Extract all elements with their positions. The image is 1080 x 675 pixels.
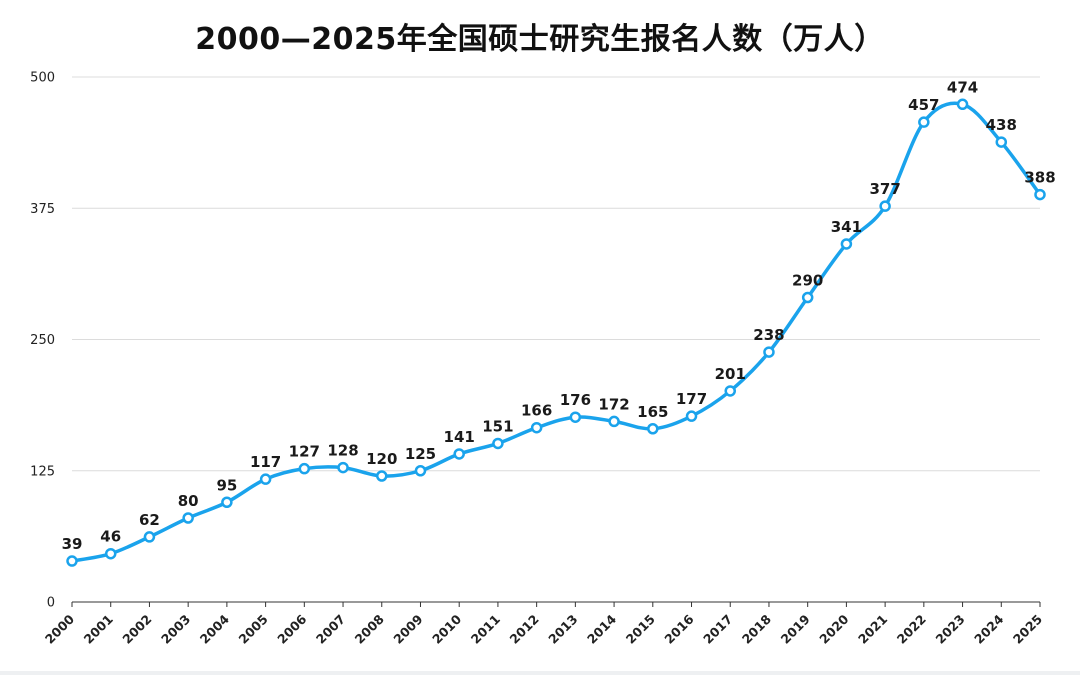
data-label-2011: 151 — [482, 417, 513, 435]
data-point-2018 — [763, 346, 775, 358]
data-label-2024: 438 — [986, 116, 1017, 134]
data-label-2007: 128 — [327, 442, 358, 460]
data-point-2003 — [182, 512, 194, 524]
data-label-2017: 201 — [715, 365, 746, 383]
data-point-2016 — [685, 410, 698, 422]
x-tick-label-2008: 2008 — [352, 612, 387, 647]
x-tick-label-2023: 2023 — [932, 612, 967, 647]
x-tick-label-2007: 2007 — [313, 612, 348, 647]
data-point-2025 — [1034, 188, 1046, 201]
x-tick-label-2022: 2022 — [894, 612, 929, 647]
x-tick-label-2016: 2016 — [661, 611, 696, 646]
y-tick-label-0: 0 — [47, 596, 55, 611]
data-label-2005: 117 — [250, 453, 281, 471]
data-label-2009: 125 — [405, 445, 436, 463]
x-tick-label-2010: 2010 — [429, 611, 464, 646]
x-tick-label-2005: 2005 — [236, 612, 271, 647]
data-point-2000 — [66, 555, 78, 567]
x-tick-label-2009: 2009 — [390, 612, 425, 647]
x-tick-label-2018: 2018 — [739, 612, 774, 647]
x-tick-label-2021: 2021 — [855, 612, 890, 647]
data-point-2019 — [801, 291, 814, 304]
data-point-2020 — [840, 238, 853, 250]
data-point-2012 — [530, 421, 543, 434]
data-point-2001 — [104, 547, 117, 560]
data-label-2012: 166 — [521, 402, 552, 420]
x-tick-label-2004: 2004 — [197, 611, 232, 646]
data-label-2025: 388 — [1024, 169, 1055, 187]
data-point-2005 — [259, 473, 272, 485]
x-tick-label-2002: 2002 — [119, 612, 154, 647]
footer-strip — [0, 671, 1080, 675]
x-tick-label-2001: 2001 — [81, 612, 116, 647]
data-point-2006 — [298, 462, 311, 475]
data-label-2019: 290 — [792, 272, 823, 290]
y-tick-label-500: 500 — [30, 71, 55, 86]
data-labels: 39 46 62 80 95 117 127 128 120 125 141 151 166 176 172… — [62, 78, 1056, 553]
data-label-2022: 457 — [908, 96, 939, 114]
x-tick-label-2003: 2003 — [158, 612, 193, 647]
series-points — [66, 98, 1046, 567]
data-point-2002 — [143, 531, 156, 543]
data-point-2011 — [492, 437, 504, 450]
x-tick-label-2014: 2014 — [584, 611, 619, 646]
data-point-2008 — [376, 470, 388, 482]
data-point-2023 — [956, 98, 969, 111]
data-point-2007 — [337, 461, 349, 474]
data-point-2004 — [221, 496, 233, 508]
x-tick-label-2012: 2012 — [507, 612, 542, 647]
data-point-2022 — [918, 116, 930, 128]
chart-title: 2000—2025年全国硕士研究生报名人数（万人） — [195, 22, 885, 57]
data-label-2013: 176 — [560, 391, 591, 409]
data-label-2004: 95 — [216, 476, 237, 494]
data-label-2023: 474 — [947, 78, 978, 96]
data-label-2016: 177 — [676, 390, 707, 408]
x-tick-label-2015: 2015 — [623, 612, 658, 647]
data-point-2009 — [414, 465, 427, 477]
data-point-2024 — [995, 136, 1008, 148]
data-label-2015: 165 — [637, 403, 668, 421]
x-tick-label-2019: 2019 — [778, 612, 813, 647]
data-label-2008: 120 — [366, 450, 397, 468]
y-tick-label-125: 125 — [30, 464, 55, 479]
data-label-2001: 46 — [100, 528, 121, 546]
data-point-2013 — [569, 411, 582, 423]
data-label-2020: 341 — [831, 218, 862, 236]
y-tick-label-375: 375 — [30, 202, 55, 217]
x-tick-label-2013: 2013 — [545, 612, 580, 647]
data-label-2010: 141 — [444, 428, 475, 446]
axes — [71, 601, 1041, 607]
data-label-2002: 62 — [139, 511, 160, 529]
y-tick-labels: 0 125 250 375 500 — [30, 71, 55, 611]
x-tick-label-2011: 2011 — [468, 612, 503, 647]
x-tick-label-2006: 2006 — [274, 611, 309, 646]
data-label-2014: 172 — [598, 395, 629, 413]
x-tick-label-2020: 2020 — [816, 611, 851, 646]
x-tick-label-2017: 2017 — [700, 612, 735, 647]
data-point-2021 — [879, 200, 891, 212]
x-tick-label-2000: 2000 — [42, 611, 77, 646]
data-label-2000: 39 — [62, 535, 83, 553]
data-point-2010 — [453, 448, 465, 460]
data-point-2014 — [608, 415, 620, 428]
data-point-2015 — [647, 423, 659, 435]
x-tick-label-2025: 2025 — [1010, 612, 1045, 647]
data-label-2021: 377 — [869, 180, 900, 198]
x-tick-label-2024: 2024 — [971, 611, 1006, 646]
y-tick-label-250: 250 — [30, 333, 55, 348]
data-label-2003: 80 — [178, 492, 199, 510]
data-label-2006: 127 — [289, 443, 320, 461]
data-label-2018: 238 — [753, 326, 784, 344]
data-point-2017 — [724, 385, 736, 397]
x-tick-labels: 2000 2001 2002 2003 2004 2005 2006 2007 2008 2009… — [42, 611, 1045, 646]
grid-lines — [72, 76, 1040, 472]
